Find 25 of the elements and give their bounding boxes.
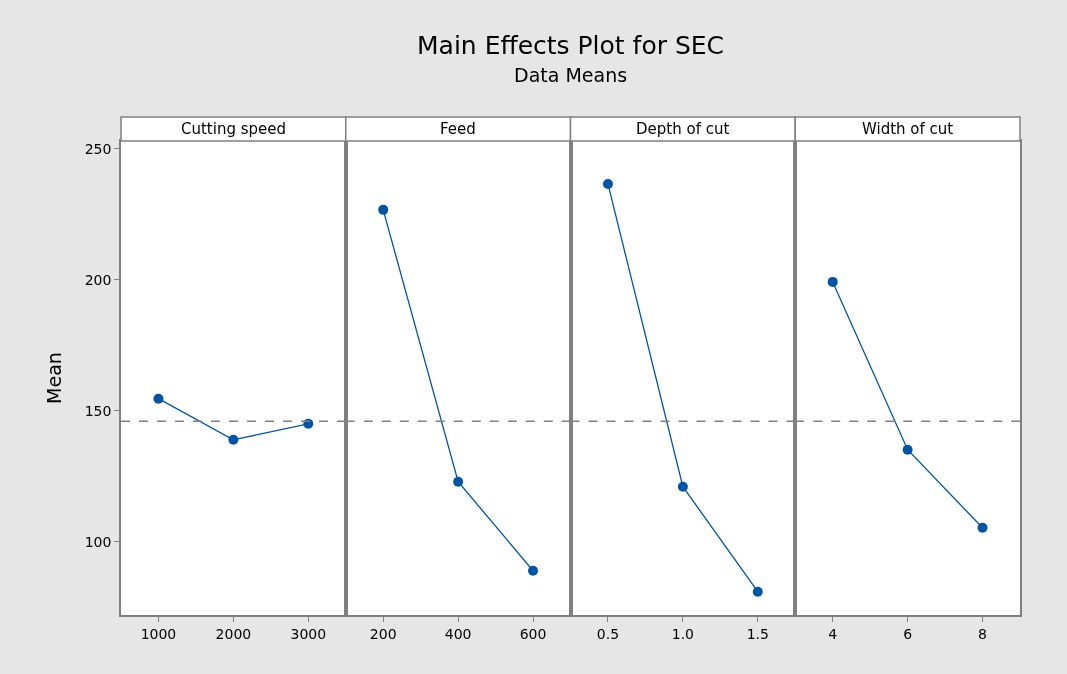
x-tick-label: 1.0: [671, 625, 695, 642]
x-tick-label: 4: [828, 625, 838, 642]
y-tick-label: 100: [84, 533, 112, 550]
x-tick-label: 200: [369, 625, 397, 642]
text: Main Effects Plot for SEC: [417, 31, 725, 60]
x-tick-label: 8: [978, 625, 987, 642]
x-tick-label: 2000: [215, 625, 252, 642]
text: Data Means: [514, 64, 628, 86]
point: [153, 393, 164, 404]
y-tick-label: 200: [84, 271, 112, 288]
x-tick-label: 1.5: [746, 625, 769, 642]
y-axis-title: Mean: [43, 352, 66, 404]
chart-title: Width of cut: [862, 120, 954, 138]
chart-title: Feed: [440, 120, 476, 138]
x-tick-label: 600: [519, 625, 547, 642]
x-tick-label: 0.5: [596, 625, 620, 642]
x-tick-label: 1000: [140, 625, 177, 642]
point: [228, 434, 239, 445]
x-tick-label: 6: [903, 625, 913, 642]
x-tick-label: 3000: [290, 625, 327, 642]
y-tick-label: 150: [84, 402, 112, 419]
x-tick-label: 400: [444, 625, 472, 642]
chart-title: Depth of cut: [636, 120, 730, 138]
chart-title: Cutting speed: [181, 120, 287, 138]
y-tick-label: 250: [84, 140, 112, 157]
